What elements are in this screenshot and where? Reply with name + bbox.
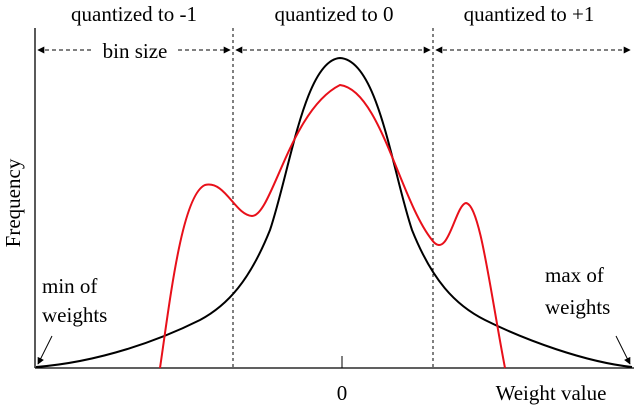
x-axis-label: Weight value (496, 381, 607, 405)
bin-size-label: bin size (103, 39, 168, 63)
max-weights-label: weights (545, 295, 610, 319)
max-of-label: max of (545, 263, 604, 287)
min-weights-label: weights (42, 303, 107, 327)
min-arrow (37, 335, 53, 365)
region-label-plus-one: quantized to +1 (464, 2, 595, 26)
max-arrow (615, 335, 631, 365)
region-label-zero: quantized to 0 (275, 2, 394, 26)
original-weight-distribution-curve (35, 56, 633, 368)
min-of-label: min of (42, 274, 97, 298)
zero-tick-label: 0 (337, 381, 348, 405)
y-axis-label: Frequency (1, 158, 25, 247)
quantized-weight-distribution-curve (159, 83, 506, 369)
region-label-minus-one: quantized to -1 (71, 2, 197, 26)
